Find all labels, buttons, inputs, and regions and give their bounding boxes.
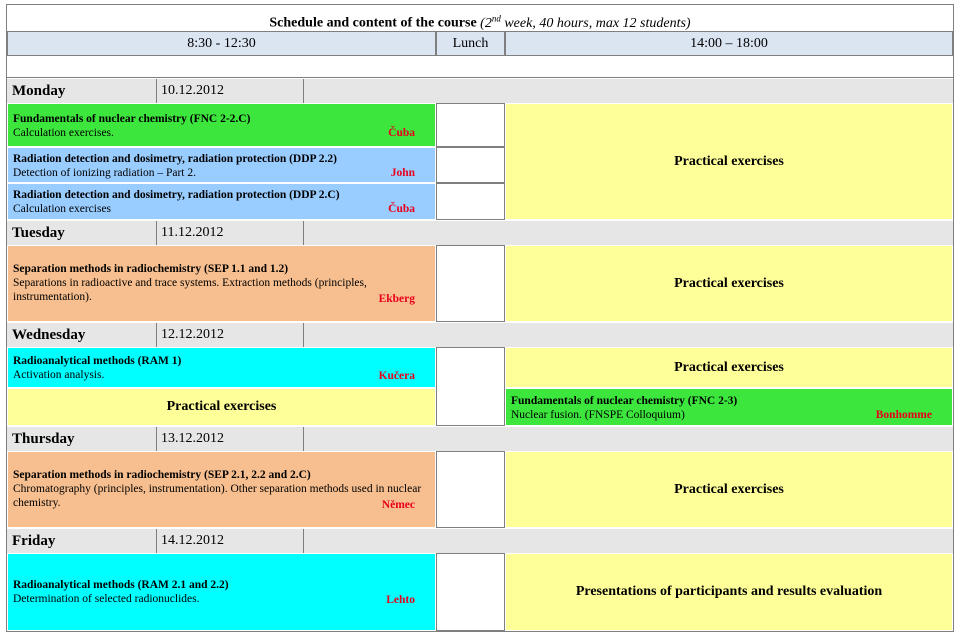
session-desc: Nuclear fusion. (FNSPE Colloquium) (511, 409, 685, 421)
session-thu-pm: Practical exercises (505, 451, 953, 528)
lunch-cell (436, 183, 505, 220)
session-wed-pm1: Practical exercises (505, 347, 953, 388)
session-title: Radiation detection and dosimetry, radia… (13, 189, 340, 201)
lunch-cell (436, 553, 505, 631)
schedule-table (6, 4, 954, 632)
session-title: Fundamentals of nuclear chemistry (FNC 2… (13, 113, 251, 125)
session-wed-1: Radioanalytical methods (RAM 1) Activati… (7, 347, 436, 388)
lunch-cell (436, 103, 505, 147)
session-fri-pm: Presentations of participants and result… (505, 553, 953, 631)
day-name: Wednesday (12, 327, 86, 343)
day-name: Tuesday (12, 225, 65, 241)
session-mon-2: Radiation detection and dosimetry, radia… (7, 147, 436, 183)
session-title: Separation methods in radiochemistry (SE… (13, 469, 311, 481)
header-morning: 8:30 - 12:30 (7, 31, 436, 56)
session-title: Radioanalytical methods (RAM 2.1 and 2.2… (13, 579, 229, 591)
lunch-cell (436, 147, 505, 183)
session-mon-3: Radiation detection and dosimetry, radia… (7, 183, 436, 220)
session-desc: Chromatography (principles, instrumentat… (13, 483, 422, 509)
session-desc: Determination of selected radionuclides. (13, 593, 200, 605)
page-title: Schedule and content of the course (2nd … (7, 5, 953, 31)
day-row-monday (7, 79, 953, 103)
session-title: Radiation detection and dosimetry, radia… (13, 153, 338, 165)
lunch-cell (436, 451, 505, 528)
session-thu-1: Separation methods in radiochemistry (SE… (7, 451, 436, 528)
day-date: 12.12.2012 (156, 323, 304, 347)
session-desc: Activation analysis. (13, 369, 105, 381)
day-name: Monday (12, 83, 66, 99)
header-afternoon: 14:00 – 18:00 (505, 31, 953, 56)
day-date: 11.12.2012 (156, 221, 304, 245)
session-lecturer: Němec (381, 499, 415, 511)
day-row-wednesday (7, 323, 953, 347)
session-wed-am2: Practical exercises (7, 388, 436, 426)
day-name: Thursday (12, 431, 75, 447)
session-title: Radioanalytical methods (RAM 1) (13, 355, 182, 367)
day-row-thursday (7, 427, 953, 451)
session-mon-pm: Practical exercises (505, 103, 953, 220)
header-lunch: Lunch (436, 31, 505, 56)
session-fri-1: Radioanalytical methods (RAM 2.1 and 2.2… (7, 553, 436, 631)
day-date: 13.12.2012 (156, 427, 304, 451)
session-mon-1: Fundamentals of nuclear chemistry (FNC 2… (7, 103, 436, 147)
session-lecturer: Čuba (388, 203, 415, 215)
lunch-cell (436, 347, 505, 426)
session-lecturer: Ekberg (378, 293, 415, 305)
day-date: 14.12.2012 (156, 529, 304, 553)
day-row-friday (7, 529, 953, 553)
lunch-cell (436, 245, 505, 322)
session-desc: Detection of ionizing radiation – Part 2… (13, 167, 196, 179)
session-title: Fundamentals of nuclear chemistry (FNC 2… (511, 395, 738, 407)
session-lecturer: Kučera (378, 370, 415, 382)
session-lecturer: Bonhomme (875, 409, 932, 421)
spacer-row (7, 56, 953, 78)
session-lecturer: John (390, 167, 415, 179)
session-desc: Separations in radioactive and trace sys… (13, 277, 367, 303)
session-tue-pm: Practical exercises (505, 245, 953, 322)
session-lecturer: Lehto (386, 594, 415, 606)
session-title: Separation methods in radiochemistry (SE… (13, 263, 289, 275)
session-desc: Calculation exercises. (13, 127, 114, 139)
session-tue-1: Separation methods in radiochemistry (SE… (7, 245, 436, 322)
day-name: Friday (12, 533, 56, 549)
session-wed-pm2: Fundamentals of nuclear chemistry (FNC 2… (505, 388, 953, 426)
day-row-tuesday (7, 221, 953, 245)
day-date: 10.12.2012 (156, 79, 304, 103)
session-lecturer: Čuba (388, 127, 415, 139)
session-desc: Calculation exercises (13, 203, 112, 215)
title-main: Schedule and content of the course (269, 15, 477, 31)
title-note: (2nd week, 40 hours, max 12 students) (480, 13, 691, 31)
